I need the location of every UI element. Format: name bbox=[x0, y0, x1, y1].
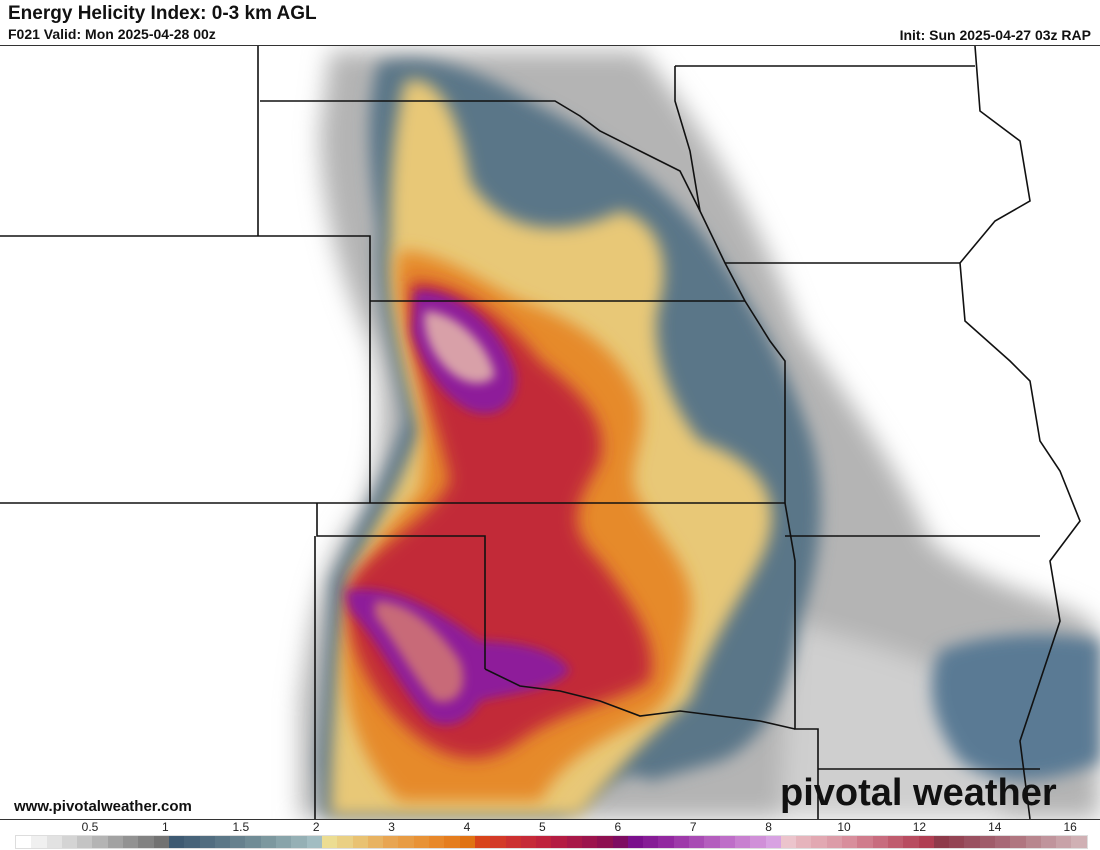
colorbar-tick-label: 4 bbox=[463, 820, 471, 834]
colorbar-swatch bbox=[734, 836, 751, 848]
map-title: Energy Helicity Index: 0-3 km AGL bbox=[8, 3, 317, 24]
colorbar-tick-label: 7 bbox=[689, 820, 697, 834]
colorbar-swatch bbox=[979, 836, 995, 848]
colorbar-ticks: 0.5 1 1.5 2 3 4 5 6 7 8 10 12 14 16 bbox=[0, 820, 1100, 834]
colorbar-swatch bbox=[643, 836, 659, 848]
colorbar-swatch bbox=[199, 836, 215, 848]
colorbar-swatch bbox=[658, 836, 674, 848]
colorbar-swatch bbox=[1010, 836, 1026, 848]
colorbar-swatch bbox=[536, 836, 552, 848]
colorbar-swatch bbox=[826, 836, 843, 848]
colorbar-swatch bbox=[490, 836, 506, 848]
colorbar-swatch bbox=[872, 836, 888, 848]
colorbar-swatch bbox=[1025, 836, 1041, 848]
colorbar-swatch bbox=[306, 836, 322, 848]
colorbar-tick-label: 6 bbox=[614, 820, 622, 834]
colorbar-swatch bbox=[61, 836, 78, 848]
colorbar-swatch bbox=[383, 836, 399, 848]
colorbar-swatch bbox=[673, 836, 690, 848]
colorbar-tick-label: 2 bbox=[312, 820, 320, 834]
colorbar-swatch bbox=[214, 836, 231, 848]
colorbar-swatch bbox=[903, 836, 919, 848]
init-time: Init: Sun 2025-04-27 03z RAP bbox=[899, 27, 1091, 43]
colorbar-swatch bbox=[413, 836, 430, 848]
colorbar-swatch bbox=[964, 836, 980, 848]
colorbar-swatch bbox=[138, 836, 154, 848]
colorbar-swatch bbox=[750, 836, 766, 848]
colorbar-tick-label: 5 bbox=[539, 820, 546, 834]
colorbar-swatch bbox=[581, 836, 598, 848]
colorbar-swatch bbox=[887, 836, 904, 848]
colorbar-swatch bbox=[1056, 836, 1072, 848]
colorbar-swatch bbox=[46, 836, 62, 848]
colorbar-swatch bbox=[168, 836, 185, 848]
colorbar-swatch bbox=[765, 836, 781, 848]
colorbar-swatch bbox=[352, 836, 368, 848]
colorbar-swatch bbox=[31, 836, 47, 848]
colorbar-tick-label: 14 bbox=[988, 820, 1002, 834]
colorbar-tick-label: 12 bbox=[912, 820, 927, 834]
colorbar-swatch bbox=[842, 836, 858, 848]
colorbar-swatch bbox=[153, 836, 169, 848]
field-pink bbox=[375, 311, 495, 702]
colorbar-swatch bbox=[780, 836, 797, 848]
colorbar-swatch bbox=[230, 836, 246, 848]
pivotal-weather-logo: pivotal weather bbox=[780, 772, 1057, 814]
website-label: www.pivotalweather.com bbox=[14, 798, 192, 815]
colorbar-swatch bbox=[689, 836, 705, 848]
colorbar-swatch bbox=[796, 836, 812, 848]
colorbar-swatch bbox=[107, 836, 124, 848]
colorbar bbox=[15, 835, 1088, 849]
valid-time: F021 Valid: Mon 2025-04-28 00z bbox=[8, 26, 216, 42]
colorbar-swatch bbox=[367, 836, 384, 848]
colorbar-swatch bbox=[627, 836, 644, 848]
colorbar-swatch bbox=[444, 836, 460, 848]
colorbar-tick-label: 8 bbox=[765, 820, 772, 834]
colorbar-tick-label: 1.5 bbox=[232, 820, 250, 834]
colorbar-swatch bbox=[337, 836, 353, 848]
ehi-map bbox=[0, 45, 1100, 820]
colorbar-swatch bbox=[949, 836, 965, 848]
colorbar-swatch bbox=[597, 836, 613, 848]
colorbar-swatch bbox=[719, 836, 735, 848]
colorbar-swatch bbox=[321, 836, 338, 848]
colorbar-swatch bbox=[551, 836, 567, 848]
colorbar-tick-label: 10 bbox=[837, 820, 851, 834]
colorbar-tick-label: 3 bbox=[388, 820, 395, 834]
colorbar-swatch bbox=[123, 836, 139, 848]
colorbar-swatch bbox=[291, 836, 307, 848]
colorbar-swatch bbox=[459, 836, 475, 848]
colorbar-swatch bbox=[1040, 836, 1057, 848]
colorbar-swatch bbox=[245, 836, 261, 848]
colorbar-swatch bbox=[92, 836, 108, 848]
colorbar-swatch bbox=[505, 836, 521, 848]
colorbar-swatch bbox=[1071, 836, 1087, 848]
colorbar-swatch bbox=[260, 836, 277, 848]
colorbar-swatch bbox=[276, 836, 292, 848]
colorbar-swatch bbox=[933, 836, 950, 848]
colorbar-swatch bbox=[612, 836, 628, 848]
colorbar-tick-label: 0.5 bbox=[81, 820, 99, 834]
colorbar-swatch bbox=[16, 836, 32, 848]
state-boundaries bbox=[0, 46, 1081, 819]
colorbar-swatch bbox=[811, 836, 827, 848]
colorbar-swatch bbox=[429, 836, 445, 848]
colorbar-swatch bbox=[918, 836, 934, 848]
colorbar-swatch bbox=[857, 836, 873, 848]
colorbar-swatch bbox=[184, 836, 200, 848]
colorbar-tick-label: 1 bbox=[162, 820, 169, 834]
colorbar-swatch bbox=[520, 836, 537, 848]
colorbar-swatch bbox=[398, 836, 414, 848]
colorbar-swatch bbox=[77, 836, 93, 848]
colorbar-tick-label: 16 bbox=[1063, 820, 1077, 834]
colorbar-swatch bbox=[704, 836, 720, 848]
colorbar-swatch bbox=[566, 836, 582, 848]
colorbar-swatch bbox=[474, 836, 491, 848]
colorbar-swatch bbox=[995, 836, 1011, 848]
